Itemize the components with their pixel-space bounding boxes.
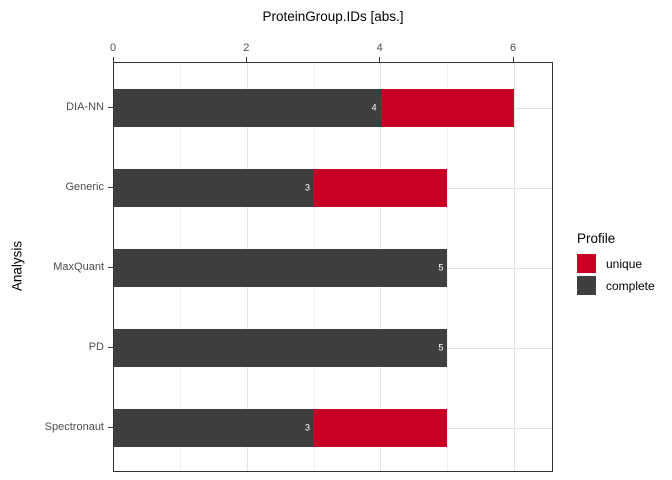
bar-value-label: 5 (438, 262, 444, 273)
legend-title: Profile (577, 231, 616, 246)
x-tick-mark (379, 57, 381, 62)
legend-swatch-unique (577, 254, 596, 273)
bar-segment-unique (380, 89, 514, 127)
y-tick-mark (108, 266, 113, 268)
x-tick-mark (245, 57, 247, 62)
bar-segment-complete (114, 249, 448, 287)
x-tick-label: 6 (509, 42, 517, 54)
bar-segment-complete (114, 329, 448, 367)
bar-segment-complete (114, 169, 314, 207)
y-tick-mark (108, 346, 113, 348)
y-category-label: Generic (65, 181, 104, 193)
legend-entry: unique (577, 254, 655, 273)
x-tick-mark (512, 57, 514, 62)
bar-value-label: 4 (371, 102, 377, 113)
x-tick-label: 2 (243, 42, 250, 54)
x-axis-top: 0 2 4 6 (109, 0, 553, 62)
bar-segment-unique (314, 409, 448, 447)
legend: Profile unique complete (577, 231, 655, 298)
grid-major-vertical (513, 63, 515, 471)
bar-value-label: 3 (304, 182, 310, 193)
bar-segment-complete (114, 89, 381, 127)
y-tick-mark (108, 186, 113, 188)
bar-segment-complete (114, 409, 314, 447)
bar-segment-unique (314, 169, 448, 207)
x-tick-label: 4 (376, 42, 383, 54)
bar-value-label: 3 (304, 422, 310, 433)
legend-entry: complete (577, 276, 655, 295)
y-category-label: DIA-NN (66, 101, 104, 113)
x-tick-label: 0 (109, 42, 117, 54)
legend-entry-label: unique (606, 256, 643, 271)
legend-swatch-complete (577, 276, 596, 295)
y-category-label: Spectronaut (44, 421, 104, 433)
bar-value-label: 5 (438, 342, 444, 353)
chart-title: ProteinGroup.IDs [abs.] (262, 9, 404, 24)
legend-entry-label: complete (606, 278, 655, 293)
y-category-label: MaxQuant (53, 261, 104, 273)
plot-panel: 4 3 5 5 3 (113, 62, 553, 472)
y-tick-mark (108, 426, 113, 428)
y-axis-left: DIA-NN Generic MaxQuant PD Spectronaut (0, 62, 113, 472)
x-tick-mark (112, 57, 114, 62)
y-category-label: PD (88, 341, 104, 353)
grid-minor-vertical (446, 63, 448, 471)
y-tick-mark (108, 106, 113, 108)
legend-keys: unique complete (577, 254, 655, 295)
